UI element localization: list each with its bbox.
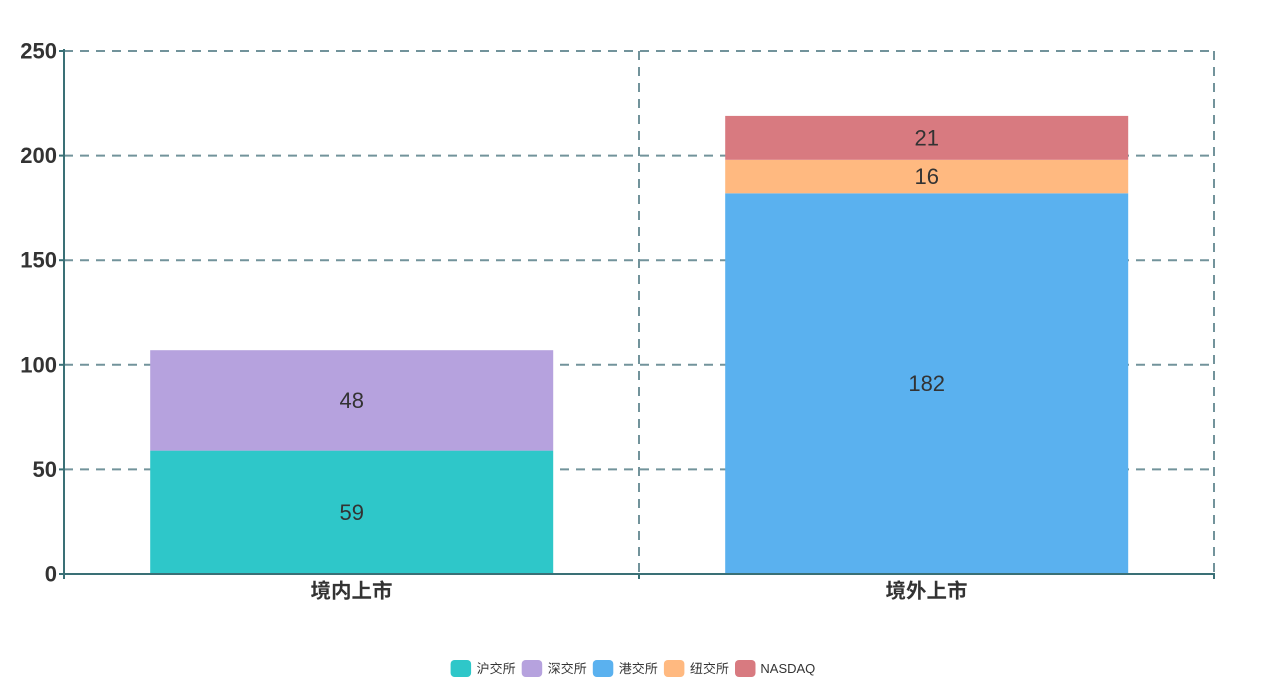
svg-text:100: 100	[20, 352, 57, 377]
svg-text:50: 50	[33, 457, 57, 482]
svg-text:16: 16	[914, 164, 938, 189]
svg-text:200: 200	[20, 143, 57, 168]
svg-text:48: 48	[339, 388, 363, 413]
svg-text:NASDAQ: NASDAQ	[760, 661, 815, 676]
svg-text:150: 150	[20, 248, 57, 273]
svg-text:182: 182	[908, 371, 945, 396]
svg-text:21: 21	[914, 125, 938, 150]
svg-text:0: 0	[45, 562, 57, 587]
svg-text:250: 250	[20, 39, 57, 64]
svg-text:59: 59	[339, 500, 363, 525]
